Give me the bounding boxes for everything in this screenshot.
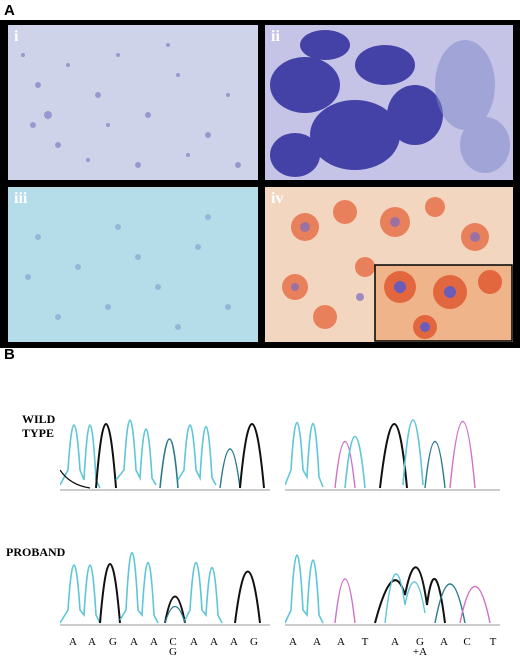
micrograph-iii-image <box>8 187 258 342</box>
row-label-line: PROBAND <box>6 545 66 559</box>
base-call: A <box>210 636 218 648</box>
tile-numeral: iii <box>14 190 28 207</box>
row-label-wild-type: WILD TYPE <box>22 412 55 440</box>
tile-numeral: iv <box>271 190 284 207</box>
base-call: A <box>130 636 138 648</box>
base-call: A <box>337 636 345 648</box>
micrograph-panel: i ii iii <box>0 20 520 348</box>
chromatogram-wild-right <box>285 419 500 491</box>
base-call: C <box>169 636 177 648</box>
micrograph-iii: iii <box>8 187 258 342</box>
chromatogram-wild-left <box>60 419 270 491</box>
base-call: A <box>150 636 158 648</box>
base-call: A <box>313 636 321 648</box>
variant-base-call: G <box>169 646 177 658</box>
micrograph-i: i <box>8 25 258 180</box>
micrograph-i-image <box>8 25 258 180</box>
base-call: T <box>361 636 369 648</box>
micrograph-iv: iv <box>265 187 513 342</box>
base-call: A <box>440 636 448 648</box>
base-call: A <box>391 636 399 648</box>
base-call: T <box>489 636 497 648</box>
row-label-line: WILD <box>22 412 56 426</box>
panel-a-label: A <box>4 2 15 19</box>
panel-b-label: B <box>4 346 15 363</box>
base-call: A <box>69 636 77 648</box>
micrograph-ii-image <box>265 25 513 180</box>
micrograph-iv-image <box>265 187 513 342</box>
chromatogram-proband-left <box>60 552 270 626</box>
base-call: A <box>88 636 96 648</box>
base-call: G <box>416 636 424 648</box>
chromatogram-proband-right <box>285 554 500 626</box>
base-call: A <box>230 636 238 648</box>
insertion-base-call: +A <box>412 646 428 658</box>
row-label-proband: PROBAND <box>6 545 65 559</box>
row-label-line: TYPE <box>22 426 55 440</box>
base-call: G <box>109 636 117 648</box>
tile-numeral: i <box>14 28 19 45</box>
tile-numeral: ii <box>271 28 280 45</box>
base-call: A <box>190 636 198 648</box>
micrograph-ii: ii <box>265 25 513 180</box>
base-call: G <box>250 636 258 648</box>
base-call: A <box>289 636 297 648</box>
base-call: C <box>463 636 471 648</box>
